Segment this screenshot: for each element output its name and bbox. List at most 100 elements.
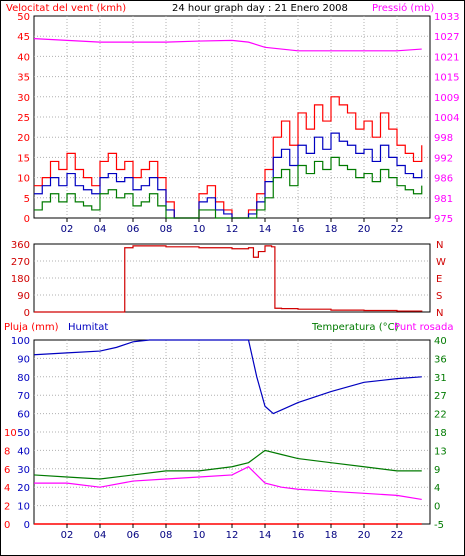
- direction-compass-label: W: [436, 257, 446, 268]
- dewpoint-axis-title: Punt rosada: [394, 322, 453, 333]
- humidity-y-tick-label: 40: [17, 446, 30, 457]
- rain-y-tick-label: 10: [4, 428, 17, 439]
- wind-avg-line: [34, 132, 423, 219]
- pressure-y-tick-label: 992: [434, 153, 453, 164]
- humidity-axis-title: Humitat: [68, 322, 108, 333]
- pressure-y-tick-label: 1027: [434, 32, 459, 43]
- climate-x-tick-label: 06: [127, 530, 140, 541]
- wind-x-tick-label: 12: [226, 224, 239, 235]
- wind-y-tick-label: 45: [17, 32, 30, 43]
- humidity-y-tick-label: 100: [11, 336, 30, 347]
- wind-low-line: [34, 156, 423, 219]
- pressure-y-tick-label: 1009: [434, 93, 459, 104]
- direction-y-tick-label: 90: [17, 291, 30, 302]
- wind-x-tick-label: 08: [160, 224, 173, 235]
- temperature-line: [33, 449, 422, 480]
- wind-y-tick-label: 5: [24, 194, 30, 205]
- wind-x-tick-label: 06: [127, 224, 140, 235]
- rain-y-tick-label: 0: [4, 520, 10, 531]
- direction-compass-label: S: [436, 291, 442, 302]
- temperature-y-tick-label: 0: [434, 502, 440, 513]
- wind-x-tick-label: 22: [391, 224, 404, 235]
- rain-humidity-temp-panel: 01020304050607080901000246810-5049131822…: [4, 336, 447, 541]
- wind-y-tick-label: 15: [17, 153, 30, 164]
- pressure-y-tick-label: 1015: [434, 73, 459, 84]
- wind-y-tick-label: 25: [17, 113, 30, 124]
- temperature-y-tick-label: 18: [434, 428, 447, 439]
- direction-compass-label: N: [436, 308, 443, 319]
- humidity-y-tick-label: 90: [17, 354, 30, 365]
- pressure-y-tick-label: 975: [434, 214, 453, 225]
- dewpoint-line: [34, 466, 422, 501]
- temperature-axis-title: Temperatura (°C): [311, 322, 399, 333]
- rain-y-tick-label: 2: [4, 502, 10, 513]
- direction-compass-label: E: [436, 274, 442, 285]
- wind-y-tick-label: 35: [17, 73, 30, 84]
- humidity-y-tick-label: 80: [17, 373, 30, 384]
- pressure-y-tick-label: 1004: [434, 113, 459, 124]
- temperature-y-tick-label: -5: [434, 520, 444, 531]
- pressure-y-tick-label: 1021: [434, 52, 459, 63]
- pressure-y-tick-label: 981: [434, 194, 453, 205]
- wind-y-tick-label: 40: [17, 52, 30, 63]
- climate-x-tick-label: 20: [358, 530, 371, 541]
- temperature-y-tick-label: 13: [434, 446, 447, 457]
- wind-speed-axis-title: Velocitat del vent (kmh): [6, 3, 126, 14]
- climate-x-tick-label: 18: [325, 530, 338, 541]
- wind-x-tick-label: 18: [325, 224, 338, 235]
- wind-y-tick-label: 20: [17, 133, 30, 144]
- climate-x-tick-label: 16: [292, 530, 305, 541]
- wind-x-tick-label: 02: [61, 224, 74, 235]
- temperature-y-tick-label: 27: [434, 391, 447, 402]
- graph-title: 24 hour graph day : 21 Enero 2008: [172, 3, 348, 14]
- humidity-line: [33, 339, 422, 415]
- wind-x-tick-label: 14: [259, 224, 272, 235]
- rain-axis-title: Pluja (mm): [4, 322, 59, 333]
- humidity-y-tick-label: 50: [17, 428, 30, 439]
- humidity-y-tick-label: 60: [17, 410, 30, 421]
- wind-direction-line: [34, 245, 423, 313]
- direction-y-tick-label: 0: [24, 308, 30, 319]
- direction-y-tick-label: 360: [11, 240, 30, 251]
- wind-y-tick-label: 10: [17, 174, 30, 185]
- pressure-line: [33, 38, 422, 52]
- climate-x-tick-label: 02: [61, 530, 74, 541]
- wind-x-tick-label: 16: [292, 224, 305, 235]
- pressure-y-tick-label: 1033: [434, 12, 459, 23]
- wind-y-tick-label: 50: [17, 12, 30, 23]
- humidity-y-tick-label: 10: [17, 502, 30, 513]
- rain-y-tick-label: 8: [4, 446, 10, 457]
- pressure-axis-title: Pressió (mb): [372, 2, 434, 14]
- humidity-y-tick-label: 20: [17, 483, 30, 494]
- direction-compass-label: N: [436, 240, 443, 251]
- humidity-y-tick-label: 70: [17, 391, 30, 402]
- direction-y-tick-label: 270: [11, 257, 30, 268]
- temperature-y-tick-label: 22: [434, 410, 447, 421]
- temperature-y-tick-label: 40: [434, 336, 447, 347]
- wind-y-tick-label: 0: [24, 214, 30, 225]
- climate-x-tick-label: 22: [391, 530, 404, 541]
- rain-y-tick-label: 4: [4, 483, 10, 494]
- climate-x-tick-label: 08: [160, 530, 173, 541]
- climate-x-tick-label: 04: [94, 530, 107, 541]
- climate-x-tick-label: 10: [193, 530, 206, 541]
- wind-y-tick-label: 30: [17, 93, 30, 104]
- humidity-y-tick-label: 30: [17, 465, 30, 476]
- wind-pressure-panel: 0510152025303540455097598198699299810041…: [17, 12, 459, 235]
- climate-x-tick-label: 14: [259, 530, 272, 541]
- humidity-y-tick-label: 0: [24, 520, 30, 531]
- temperature-y-tick-label: 36: [434, 354, 447, 365]
- wind-x-tick-label: 10: [193, 224, 206, 235]
- rain-y-tick-label: 6: [4, 465, 10, 476]
- temperature-y-tick-label: 4: [434, 483, 440, 494]
- pressure-y-tick-label: 986: [434, 174, 453, 185]
- climate-x-tick-label: 12: [226, 530, 239, 541]
- temperature-y-tick-label: 31: [434, 373, 447, 384]
- temperature-y-tick-label: 9: [434, 465, 440, 476]
- direction-y-tick-label: 180: [11, 274, 30, 285]
- pressure-y-tick-label: 998: [434, 133, 453, 144]
- wind-x-tick-label: 20: [358, 224, 371, 235]
- wind-x-tick-label: 04: [94, 224, 107, 235]
